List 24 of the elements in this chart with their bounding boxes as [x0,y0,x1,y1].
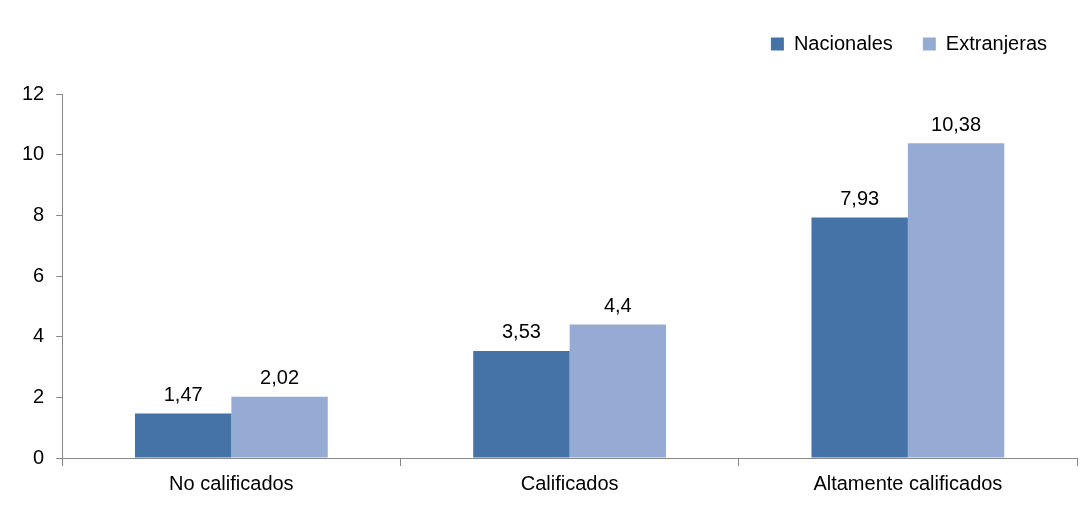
bar [569,324,667,458]
y-tick-label: 8 [33,202,45,225]
x-tick-label: No calificados [169,471,294,494]
data-label: 10,38 [931,112,982,135]
data-label: 1,47 [163,382,203,405]
y-tick-label: 6 [33,263,45,286]
data-label: 3,53 [501,320,541,343]
y-tick-label: 12 [22,81,45,104]
y-tick-label: 0 [33,445,45,468]
x-tick-label: Calificados [520,471,619,494]
bar [231,396,328,458]
y-tick-label: 2 [33,384,45,407]
bar [811,217,908,458]
data-label: 4,4 [603,294,632,317]
data-label: 7,93 [840,186,880,209]
data-label: 2,02 [260,366,300,389]
y-tick-label: 10 [22,142,45,165]
legend-label: Extranjeras [945,31,1047,54]
legend-label: Nacionales [793,31,893,54]
y-tick-label: 4 [33,324,45,347]
x-tick-label: Altamente calificados [813,471,1003,494]
bar [907,143,1005,458]
bar [134,413,232,458]
bar [473,350,570,458]
